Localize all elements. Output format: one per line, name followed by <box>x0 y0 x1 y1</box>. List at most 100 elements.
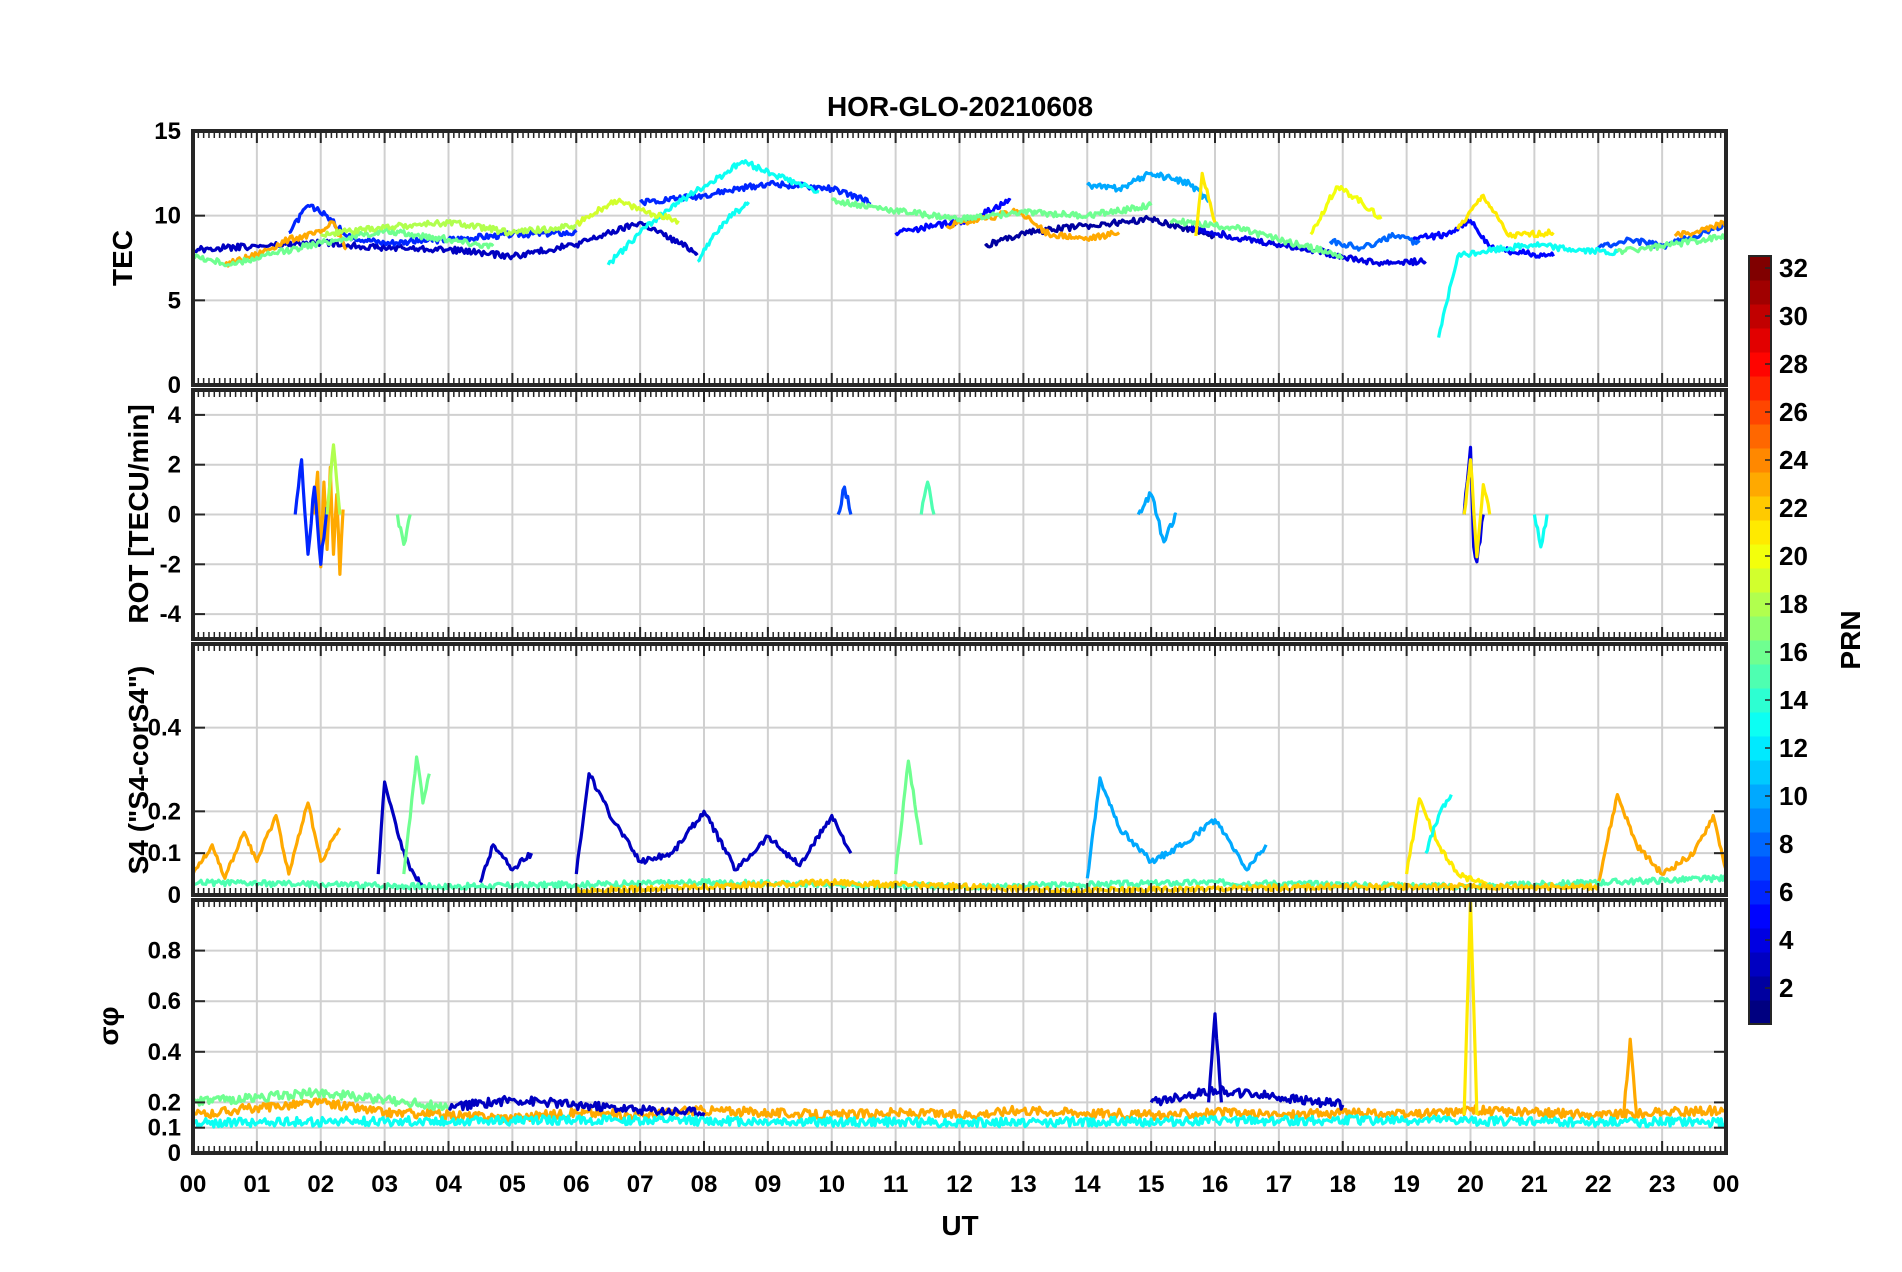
y-tick-label: 0 <box>168 372 181 399</box>
series-line-prn-5 <box>894 197 1012 237</box>
x-tick-label: 18 <box>1329 1171 1356 1198</box>
y-tick-label: 10 <box>154 203 181 230</box>
colorbar-band <box>1749 640 1771 665</box>
series-line-prn-3 <box>376 780 425 888</box>
colorbar-band <box>1749 832 1771 857</box>
x-tick-label: 14 <box>1074 1171 1101 1198</box>
colorbar-tick-label: 18 <box>1779 589 1808 619</box>
x-tick-labels: 00 01 02 03 04 05 06 07 08 09 10 11 12 13 14 15 16 17 18 19… <box>180 1171 1740 1198</box>
series-line-prn-3 <box>478 843 533 884</box>
x-tick-label: 12 <box>946 1171 973 1198</box>
series-line-prn-23 <box>1622 1037 1639 1116</box>
series-line-prn-2 <box>984 215 1216 249</box>
colorbar-tick-label: 2 <box>1779 973 1793 1003</box>
series-line-prn-21 <box>1462 458 1492 559</box>
colorbar-band <box>1749 976 1771 1001</box>
s4-panel: 0 0.1 0.2 0.4 S4 ("S4-corS4") <box>123 642 1728 909</box>
series-line-prn-10 <box>1136 491 1178 544</box>
series-line-prn-6 <box>293 458 329 566</box>
tec-y-tick-labels: 0 5 10 15 <box>154 118 181 399</box>
s4-y-tick-labels: 0 0.1 0.2 0.4 <box>148 715 182 909</box>
colorbar-band <box>1749 616 1771 641</box>
colorbar-band <box>1749 1000 1771 1025</box>
colorbar-tick-label: 12 <box>1779 733 1808 763</box>
x-tick-label: 07 <box>627 1171 654 1198</box>
series-line-prn-23 <box>1673 219 1726 239</box>
colorbar-band <box>1749 952 1771 977</box>
colorbar-band <box>1749 688 1771 713</box>
x-tick-label: 16 <box>1202 1171 1229 1198</box>
series-line-prn-10 <box>1085 776 1268 879</box>
series-line-prn-16 <box>395 514 412 546</box>
chart-title: HOR-GLO-20210608 <box>827 91 1093 122</box>
y-tick-label: 0.1 <box>148 1115 181 1142</box>
colorbar-frame <box>1748 255 1772 1025</box>
series-line-prn-23 <box>193 1097 1726 1124</box>
x-tick-label: 04 <box>435 1171 462 1198</box>
y-tick-label: -2 <box>160 551 181 578</box>
colorbar-tick-label: 22 <box>1779 493 1808 523</box>
series-line-prn-5 <box>1411 217 1555 259</box>
series-line-prn-3 <box>1149 1085 1345 1111</box>
series-line-prn-13 <box>1532 514 1549 549</box>
colorbar-tick-label: 28 <box>1779 349 1808 379</box>
x-tick-label: 19 <box>1393 1171 1420 1198</box>
series-line-prn-20 <box>1309 185 1383 236</box>
colorbar-label: PRN <box>1835 610 1866 669</box>
series-line-prn-23 <box>1596 793 1726 884</box>
rot-panel: -4 -2 0 2 4 ROT [TECU/min] <box>123 388 1728 641</box>
colorbar-tick-label: 20 <box>1779 541 1808 571</box>
colorbar-tick-label: 10 <box>1779 781 1808 811</box>
x-tick-label: 10 <box>818 1171 845 1198</box>
colorbar-band <box>1749 784 1771 809</box>
tec-y-axis-label: TEC <box>107 230 138 286</box>
series-line-prn-8 <box>1328 232 1421 252</box>
colorbar-band <box>1749 448 1771 473</box>
rot-y-tick-labels: -4 -2 0 2 4 <box>160 402 182 628</box>
colorbar-band <box>1749 592 1771 617</box>
series-line-prn-16 <box>1616 233 1726 255</box>
series-line-prn-21 <box>1456 193 1555 240</box>
series-line-prn-13 <box>696 201 750 263</box>
colorbar-tick-label: 4 <box>1779 925 1794 955</box>
y-tick-label: 0.2 <box>148 798 181 825</box>
x-tick-label: 00 <box>1713 1171 1740 1198</box>
y-tick-label: 0.8 <box>148 938 181 965</box>
x-tick-label: 21 <box>1521 1171 1548 1198</box>
x-tick-label: 22 <box>1585 1171 1612 1198</box>
y-tick-label: 0 <box>168 1140 181 1167</box>
colorbar-tick-label: 16 <box>1779 637 1808 667</box>
colorbar-band <box>1749 904 1771 929</box>
y-tick-label: 0.6 <box>148 988 181 1015</box>
series-line-prn-7 <box>836 485 853 516</box>
series-line-prn-13 <box>606 159 820 266</box>
sigma-phi-y-tick-labels: 00.10.2 0.4 0.6 0.8 <box>148 938 182 1167</box>
colorbar-band <box>1749 520 1771 545</box>
series-line-prn-13 <box>1424 793 1453 855</box>
tec-frame <box>191 129 1728 387</box>
series-line-prn-16 <box>193 227 495 268</box>
y-tick-label: 2 <box>168 452 181 479</box>
sigma-phi-panel: 00.10.2 0.4 0.6 0.8 σφ <box>93 898 1728 1167</box>
y-tick-label: 5 <box>168 287 181 314</box>
x-tick-label: 15 <box>1138 1171 1165 1198</box>
x-tick-label: 03 <box>371 1171 398 1198</box>
colorbar-tick-label: 14 <box>1779 685 1808 715</box>
colorbar-band <box>1749 568 1771 593</box>
colorbar-tick-label: 6 <box>1779 877 1793 907</box>
y-tick-label: 0.2 <box>148 1089 181 1116</box>
x-tick-label: 17 <box>1266 1171 1293 1198</box>
rot-series <box>293 443 1549 576</box>
colorbar-band <box>1749 496 1771 521</box>
y-tick-label: 0 <box>168 502 181 529</box>
series-line-prn-16 <box>402 755 431 875</box>
x-tick-label: 05 <box>499 1171 526 1198</box>
tec-series <box>193 159 1726 338</box>
series-line-prn-21 <box>1462 900 1479 1116</box>
series-line-prn-16 <box>193 1087 449 1112</box>
colorbar-band <box>1749 256 1771 281</box>
series-line-prn-19 <box>574 197 680 227</box>
series-line-prn-3 <box>574 772 853 875</box>
